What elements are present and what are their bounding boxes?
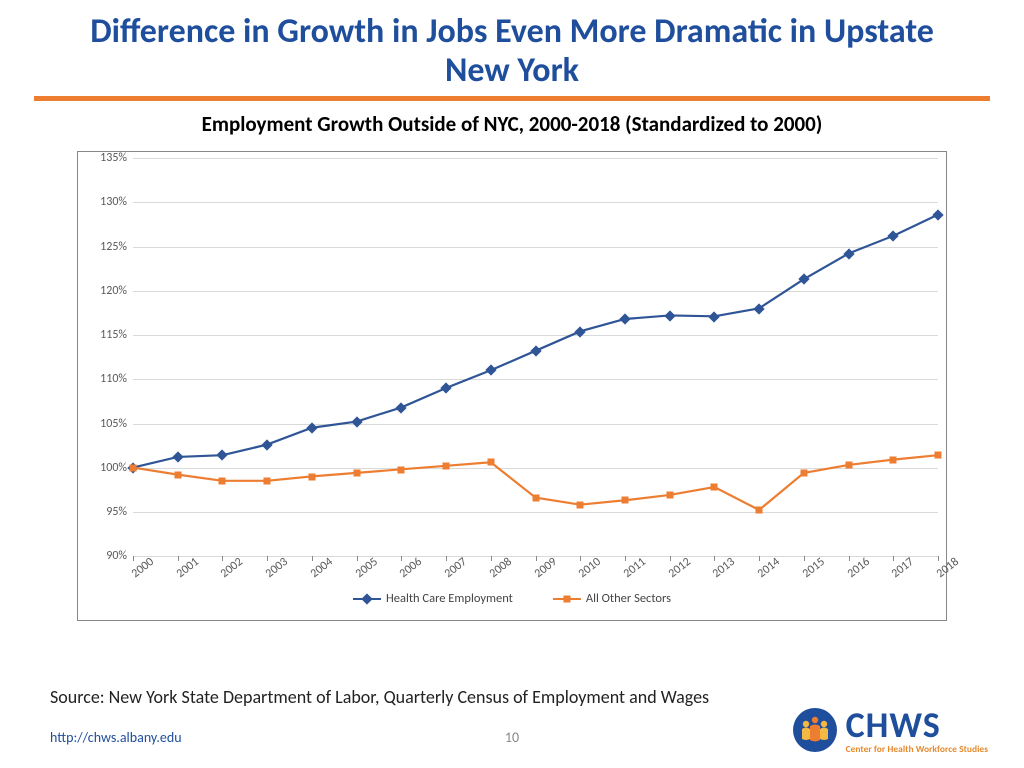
chart-legend: Health Care Employment All Other Sectors bbox=[353, 591, 671, 606]
data-marker bbox=[443, 462, 450, 469]
data-marker bbox=[577, 501, 584, 508]
chws-logo-icon bbox=[792, 707, 838, 753]
square-icon bbox=[563, 595, 570, 602]
data-marker bbox=[890, 456, 897, 463]
line-chart: 90%95%100%105%110%115%120%125%130%135%20… bbox=[0, 151, 1024, 621]
chart-subtitle: Employment Growth Outside of NYC, 2000-2… bbox=[0, 111, 1024, 137]
x-tick-mark bbox=[849, 556, 850, 561]
x-tick-mark bbox=[357, 556, 358, 561]
legend-label: All Other Sectors bbox=[586, 591, 671, 606]
x-tick-mark bbox=[580, 556, 581, 561]
y-tick-label: 130% bbox=[100, 195, 133, 209]
data-marker bbox=[264, 478, 271, 485]
legend-item: Health Care Employment bbox=[353, 591, 513, 606]
x-tick-mark bbox=[670, 556, 671, 561]
x-tick-mark bbox=[222, 556, 223, 561]
legend-swatch bbox=[353, 598, 381, 600]
chws-logo: CHWS Center for Health Workforce Studies bbox=[792, 707, 988, 755]
x-tick-mark bbox=[625, 556, 626, 561]
x-tick-mark bbox=[804, 556, 805, 561]
y-tick-label: 120% bbox=[100, 284, 133, 298]
y-tick-label: 105% bbox=[100, 417, 133, 431]
logo-subtext: Center for Health Workforce Studies bbox=[846, 745, 988, 755]
y-tick-label: 135% bbox=[100, 151, 133, 165]
y-tick-label: 110% bbox=[100, 372, 133, 386]
x-tick-mark bbox=[714, 556, 715, 561]
data-marker bbox=[711, 484, 718, 491]
page-number: 10 bbox=[505, 729, 519, 746]
x-tick-mark bbox=[893, 556, 894, 561]
x-tick-mark bbox=[759, 556, 760, 561]
data-marker bbox=[935, 452, 942, 459]
x-tick-mark bbox=[446, 556, 447, 561]
x-tick-mark bbox=[491, 556, 492, 561]
legend-swatch bbox=[553, 598, 581, 600]
x-tick-mark bbox=[178, 556, 179, 561]
x-tick-mark bbox=[312, 556, 313, 561]
data-marker bbox=[398, 466, 405, 473]
x-tick-mark bbox=[133, 556, 134, 561]
x-tick-mark bbox=[536, 556, 537, 561]
title-rule bbox=[34, 96, 990, 101]
data-marker bbox=[130, 464, 137, 471]
y-tick-label: 115% bbox=[100, 328, 133, 342]
data-marker bbox=[845, 462, 852, 469]
x-tick-mark bbox=[267, 556, 268, 561]
data-marker bbox=[353, 470, 360, 477]
data-marker bbox=[666, 492, 673, 499]
legend-item: All Other Sectors bbox=[553, 591, 671, 606]
data-marker bbox=[621, 497, 628, 504]
x-tick-mark bbox=[938, 556, 939, 561]
logo-text: CHWS bbox=[846, 707, 988, 743]
data-marker bbox=[756, 507, 763, 514]
source-text: Source: New York State Department of Lab… bbox=[50, 686, 709, 708]
y-tick-label: 125% bbox=[100, 240, 133, 254]
legend-label: Health Care Employment bbox=[386, 591, 513, 606]
data-marker bbox=[487, 459, 494, 466]
y-tick-label: 90% bbox=[106, 549, 133, 563]
data-marker bbox=[219, 478, 226, 485]
page-title: Difference in Growth in Jobs Even More D… bbox=[0, 0, 1024, 94]
data-marker bbox=[532, 494, 539, 501]
footer-url: http://chws.albany.edu bbox=[50, 729, 182, 746]
data-marker bbox=[800, 470, 807, 477]
x-tick-mark bbox=[401, 556, 402, 561]
data-marker bbox=[308, 473, 315, 480]
data-marker bbox=[174, 471, 181, 478]
y-tick-label: 95% bbox=[106, 505, 133, 519]
diamond-icon bbox=[361, 593, 372, 604]
